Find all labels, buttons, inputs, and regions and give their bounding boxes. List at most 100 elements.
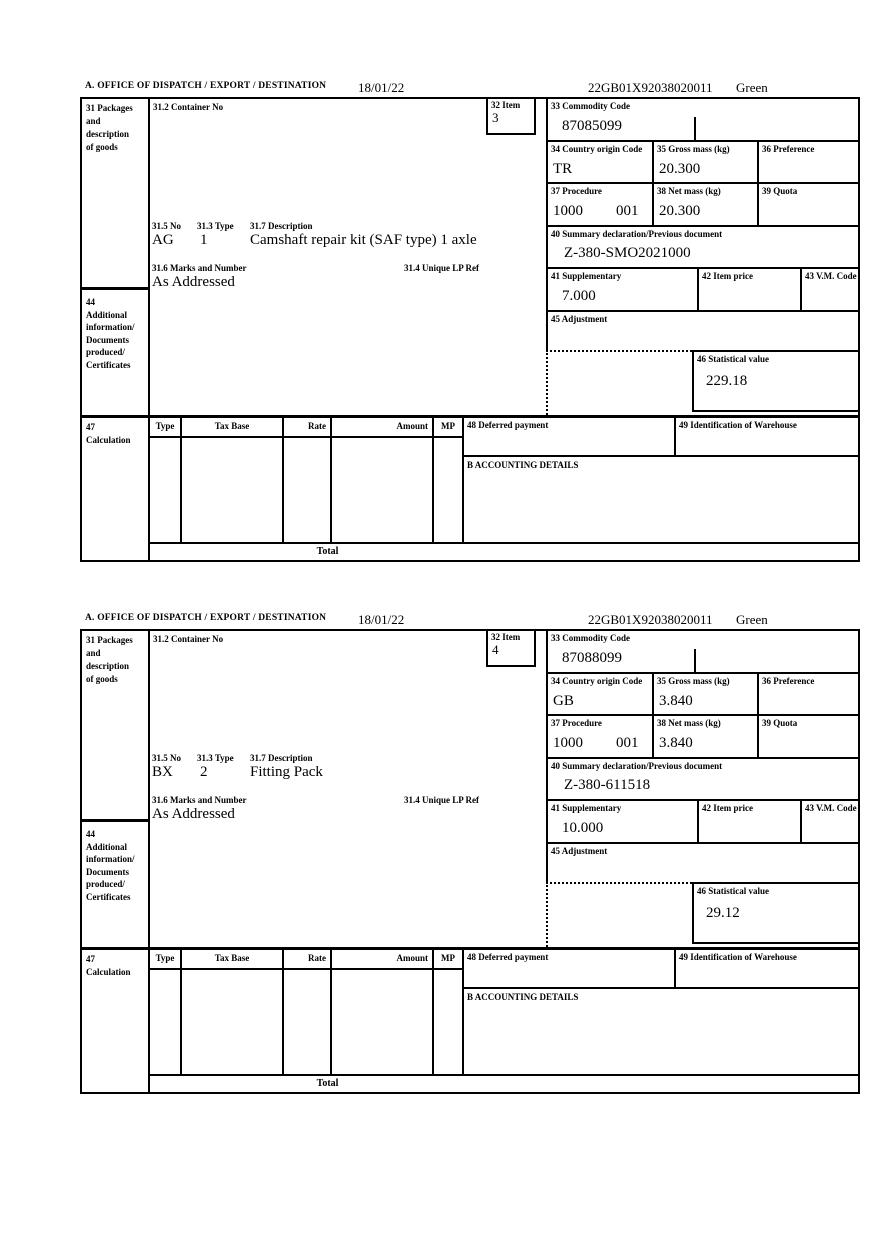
calc-type-cell	[150, 438, 182, 542]
country-origin-label: 34 Country origin Code	[551, 676, 643, 686]
rate-cell	[284, 970, 332, 1074]
declaration-date: 18/01/22	[358, 612, 405, 627]
warehouse-id-label: 49 Identification of Warehouse	[679, 952, 797, 962]
package-code-value: BX	[152, 764, 173, 780]
item-number-value: 4	[492, 642, 499, 657]
divider-line	[82, 287, 148, 290]
gross-mass-box: 35 Gross mass (kg) 3.840	[652, 674, 757, 716]
vm-code-label: 43 V.M. Code	[805, 271, 857, 281]
divider-line	[82, 819, 148, 822]
previous-document-box: 40 Summary declaration/Previous document…	[548, 759, 858, 801]
marks-and-number-label: 31.6 Marks and Number	[152, 263, 247, 273]
mp-header: MP	[434, 418, 464, 438]
commodity-code-label: 33 Commodity Code	[551, 633, 630, 643]
declaration-date: 18/01/22	[358, 80, 405, 95]
unique-lp-ref-label: 31.4 Unique LP Ref	[404, 263, 480, 273]
item-number-box: 32 Item 3	[486, 99, 536, 135]
amount-cell	[332, 438, 434, 542]
package-description-label: 31.7 Description	[250, 221, 313, 231]
statistical-value: 29.12	[706, 905, 740, 921]
package-description-label: 31.7 Description	[250, 753, 313, 763]
country-origin-box: 34 Country origin Code GB	[548, 674, 652, 716]
quota-label: 39 Quota	[762, 718, 798, 728]
deferred-payment-box: 48 Deferred payment	[464, 418, 674, 457]
tax-base-cell	[182, 970, 284, 1074]
goods-description-value: Camshaft repair kit (SAF type) 1 axle	[250, 232, 477, 248]
total-row: Total	[150, 1074, 858, 1092]
net-mass-box: 38 Net mass (kg) 3.840	[652, 716, 757, 759]
supplementary-label: 41 Supplementary	[551, 803, 622, 813]
quota-label: 39 Quota	[762, 186, 798, 196]
item-form-grid: 31 Packages and description of goods 44 …	[80, 629, 860, 1094]
country-origin-value: TR	[553, 161, 573, 177]
item-price-label: 42 Item price	[702, 271, 753, 281]
procedure-label: 37 Procedure	[551, 186, 602, 196]
country-origin-box: 34 Country origin Code TR	[548, 142, 652, 184]
container-no-label: 31.2 Container No	[153, 634, 224, 644]
box31-packages-label: 31 Packages and description of goods	[86, 103, 133, 152]
supplementary-value: 7.000	[562, 288, 596, 304]
rate-header: Rate	[284, 418, 332, 438]
adjustment-box: 45 Adjustment	[548, 312, 858, 350]
divider-line	[148, 99, 150, 560]
preference-label: 36 Preference	[762, 676, 815, 686]
vm-code-box: 43 V.M. Code	[800, 801, 858, 844]
previous-document-value: Z-380-SMO2021000	[564, 245, 691, 261]
adjustment-label: 45 Adjustment	[551, 314, 608, 324]
box44-additional-info-label: 44 Additional information/ Documents pro…	[86, 297, 135, 370]
declaration-item-block: A. OFFICE OF DISPATCH / EXPORT / DESTINA…	[80, 80, 860, 562]
mrn-value: 22GB01X92038020011	[588, 80, 713, 95]
gross-mass-value: 20.300	[659, 161, 701, 177]
net-mass-label: 38 Net mass (kg)	[657, 186, 721, 196]
statistical-value: 229.18	[706, 373, 748, 389]
dotted-area	[546, 350, 692, 415]
total-row: Total	[150, 542, 858, 560]
item-form-grid: 31 Packages and description of goods 44 …	[80, 97, 860, 562]
calc-type-header: Type	[150, 418, 182, 438]
adjustment-label: 45 Adjustment	[551, 846, 608, 856]
package-type-label: 31.3 Type	[197, 753, 234, 763]
tax-base-header: Tax Base	[182, 950, 284, 970]
deferred-payment-label: 48 Deferred payment	[467, 420, 549, 430]
item-price-box: 42 Item price	[697, 801, 800, 844]
tax-base-header: Tax Base	[182, 418, 284, 438]
commodity-code-value: 87088099	[562, 650, 622, 666]
warehouse-id-label: 49 Identification of Warehouse	[679, 420, 797, 430]
package-no-label: 31.5 No	[152, 753, 181, 763]
mp-cell	[434, 970, 464, 1074]
total-label: Total	[316, 1078, 339, 1089]
marks-value: As Addressed	[152, 806, 235, 822]
country-origin-label: 34 Country origin Code	[551, 144, 643, 154]
calculation-table: Type Tax Base Rate Amount MP	[150, 950, 464, 1074]
goods-description-value: Fitting Pack	[250, 764, 323, 780]
amount-header: Amount	[332, 950, 434, 970]
divider-line	[546, 631, 548, 882]
previous-document-box: 40 Summary declaration/Previous document…	[548, 227, 858, 269]
package-code-value: AG	[152, 232, 174, 248]
mp-header: MP	[434, 950, 464, 970]
box44-additional-info-label: 44 Additional information/ Documents pro…	[86, 829, 135, 902]
gross-mass-value: 3.840	[659, 693, 693, 709]
quota-box: 39 Quota	[757, 716, 858, 759]
marks-value: As Addressed	[152, 274, 235, 290]
statistical-value-box: 46 Statistical value 29.12	[692, 882, 858, 944]
gross-mass-box: 35 Gross mass (kg) 20.300	[652, 142, 757, 184]
box47-calculation-label: 47 Calculation	[86, 422, 131, 445]
accounting-details-box: B ACCOUNTING DETAILS	[464, 989, 858, 1074]
procedure-second-value: 001	[616, 735, 639, 751]
gross-mass-label: 35 Gross mass (kg)	[657, 144, 730, 154]
mrn-value: 22GB01X92038020011	[588, 612, 713, 627]
commodity-code-value: 87085099	[562, 118, 622, 134]
item-number-box: 32 Item 4	[486, 631, 536, 667]
divider-line	[82, 947, 858, 950]
amount-cell	[332, 970, 434, 1074]
tax-base-cell	[182, 438, 284, 542]
block-header: A. OFFICE OF DISPATCH / EXPORT / DESTINA…	[80, 612, 860, 629]
marks-and-number-label: 31.6 Marks and Number	[152, 795, 247, 805]
warehouse-id-box: 49 Identification of Warehouse	[674, 418, 858, 457]
quota-box: 39 Quota	[757, 184, 858, 227]
divider-line	[82, 415, 858, 418]
rate-cell	[284, 438, 332, 542]
package-type-label: 31.3 Type	[197, 221, 234, 231]
